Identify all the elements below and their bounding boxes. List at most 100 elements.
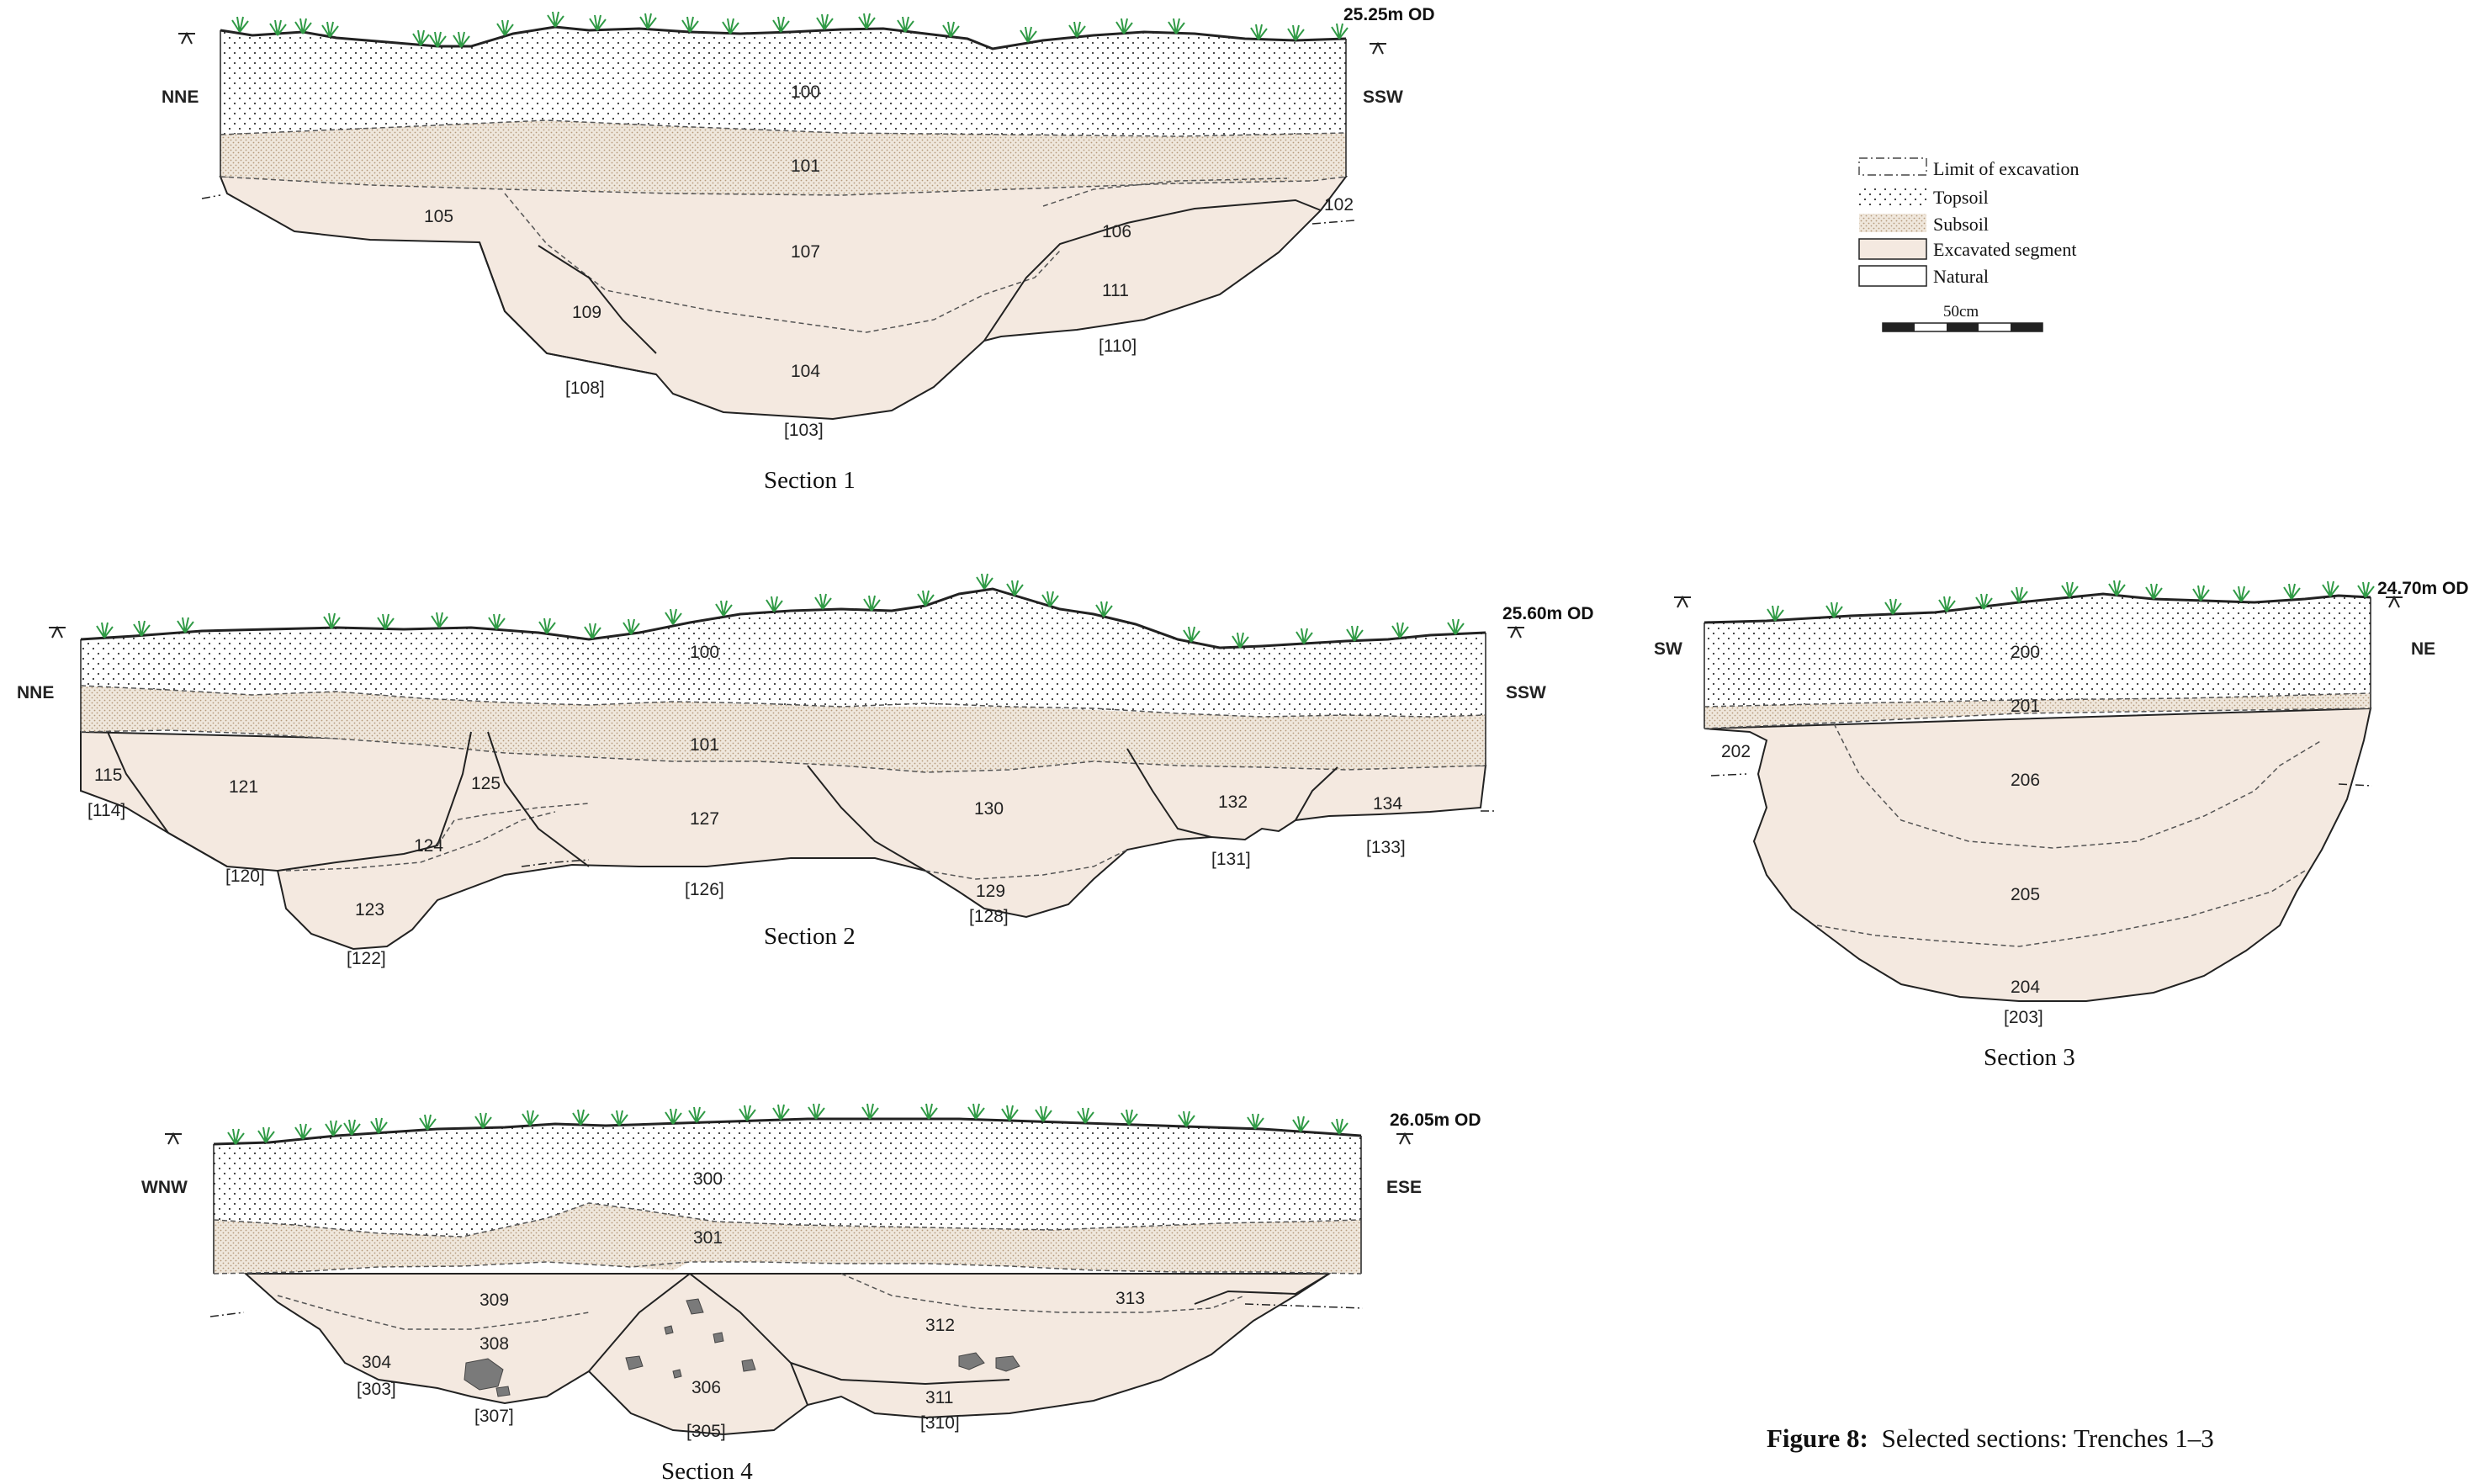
context-125: 125 <box>471 774 501 793</box>
grass-tuft <box>688 1106 706 1123</box>
section-3-od: 24.70m OD <box>2377 579 2469 598</box>
grass-tuft <box>1884 598 1902 615</box>
context-200: 200 <box>2011 643 2040 662</box>
context-104: 104 <box>791 362 820 381</box>
context-115: 115 <box>94 766 122 785</box>
grass-tuft <box>1168 18 1185 34</box>
grass-tuft <box>572 1109 590 1126</box>
legend-label-subsoil: Subsoil <box>1933 214 1989 235</box>
grass-tuft <box>377 613 395 630</box>
context-121: 121 <box>229 777 258 797</box>
context-202: 202 <box>1721 742 1751 761</box>
grass-tuft <box>920 1103 938 1120</box>
grass-tuft <box>722 18 739 34</box>
grass-tuft <box>1041 591 1059 607</box>
section-3-subsoil-layer <box>1704 693 2371 729</box>
section-1-excavated-fill <box>219 176 1348 421</box>
section-3-vegetation <box>1767 580 2375 622</box>
grass-tuft <box>269 19 287 36</box>
section-4-stones <box>464 1298 1020 1397</box>
context-301: 301 <box>693 1228 723 1248</box>
section-1-topsoil-layer <box>220 27 1346 136</box>
grass-tuft <box>1331 1118 1348 1135</box>
section-4-ground-surface <box>213 1117 1362 1146</box>
cut-305: [305] <box>686 1422 726 1441</box>
legend-label-natural: Natural <box>1933 266 1989 287</box>
context-201: 201 <box>2011 697 2040 716</box>
grass-tuft <box>419 1114 437 1131</box>
grass-tuft <box>1250 24 1268 40</box>
grass-tuft <box>2108 580 2126 596</box>
context-309: 309 <box>480 1291 509 1310</box>
context-312: 312 <box>925 1316 955 1335</box>
grass-tuft <box>1295 628 1313 644</box>
grass-tuft <box>808 1103 825 1120</box>
grass-tuft <box>863 595 881 612</box>
grass-tuft <box>1232 632 1249 649</box>
section-2-subsoil-layer <box>81 686 1486 772</box>
grass-tuft <box>623 618 640 635</box>
grass-tuft <box>715 600 733 617</box>
grass-tuft <box>1001 1105 1019 1121</box>
context-101-s2: 101 <box>690 735 719 755</box>
figure-caption-text: Selected sections: Trenches 1–3 <box>1882 1423 2214 1453</box>
context-311: 311 <box>925 1388 953 1407</box>
grass-tuft <box>1825 602 1843 618</box>
grass-tuft <box>343 1119 361 1136</box>
grass-tuft <box>772 16 790 33</box>
grass-tuft <box>257 1126 275 1143</box>
context-130: 130 <box>974 799 1004 819</box>
section-2-ground-surface <box>80 587 1486 649</box>
cut-131: [131] <box>1211 850 1251 869</box>
cut-310: [310] <box>920 1413 960 1433</box>
legend-swatch-subsoil <box>1859 214 1926 232</box>
context-129: 129 <box>976 882 1005 901</box>
grass-tuft <box>639 13 657 29</box>
grass-tuft <box>584 623 601 639</box>
section-1-od: 25.25m OD <box>1343 5 1435 24</box>
grass-tuft <box>814 593 832 610</box>
grass-tuft <box>1115 18 1133 34</box>
grass-tuft <box>739 1105 756 1121</box>
grass-tuft <box>1447 618 1465 635</box>
legend-swatch-limit <box>1858 157 1927 176</box>
context-306: 306 <box>691 1378 721 1397</box>
section-1-right-direction: SSW <box>1363 87 1403 107</box>
grass-tuft <box>665 1108 682 1125</box>
grass-tuft <box>177 617 194 633</box>
grass-tuft <box>1035 1105 1052 1122</box>
grass-tuft <box>967 1103 985 1120</box>
grass-tuft <box>547 11 564 28</box>
section-3-caption: Section 3 <box>1984 1044 2075 1071</box>
context-106: 106 <box>1102 222 1131 241</box>
grass-tuft <box>1077 1107 1094 1124</box>
cut-108: [108] <box>565 379 605 398</box>
grass-tuft <box>2011 586 2028 603</box>
grass-tuft <box>1975 593 1993 610</box>
section-1: 25.25m OD NNE SSW 100 101 102 105 106 10… <box>162 5 1435 494</box>
context-134: 134 <box>1373 794 1402 814</box>
section-2: 25.60m OD NNE SSW 100 101 115 [114] 121 … <box>17 573 1594 968</box>
grass-tuft <box>1287 24 1305 41</box>
grass-tuft <box>1020 26 1037 43</box>
grass-tuft <box>589 14 607 31</box>
section-3-topsoil-layer <box>1704 594 2371 707</box>
grass-tuft <box>325 1120 342 1137</box>
section-2-topsoil-layer <box>81 589 1486 715</box>
section-3-left-direction: SW <box>1654 639 1682 659</box>
grass-tuft <box>858 13 876 29</box>
section-2-od: 25.60m OD <box>1502 604 1594 623</box>
section-4-caption: Section 4 <box>661 1458 753 1484</box>
context-206: 206 <box>2011 771 2040 790</box>
grass-tuft <box>2322 580 2339 597</box>
section-3-excavated-fill <box>1703 707 2372 1002</box>
cut-203: [203] <box>2004 1008 2043 1027</box>
grass-tuft <box>323 612 341 629</box>
context-123: 123 <box>355 900 384 920</box>
grass-tuft <box>294 1123 312 1140</box>
legend-swatch-topsoil <box>1859 187 1926 205</box>
grass-tuft <box>1068 21 1086 38</box>
context-205: 205 <box>2011 885 2040 904</box>
legend: Limit of excavation Topsoil Subsoil Exca… <box>1858 157 2080 332</box>
